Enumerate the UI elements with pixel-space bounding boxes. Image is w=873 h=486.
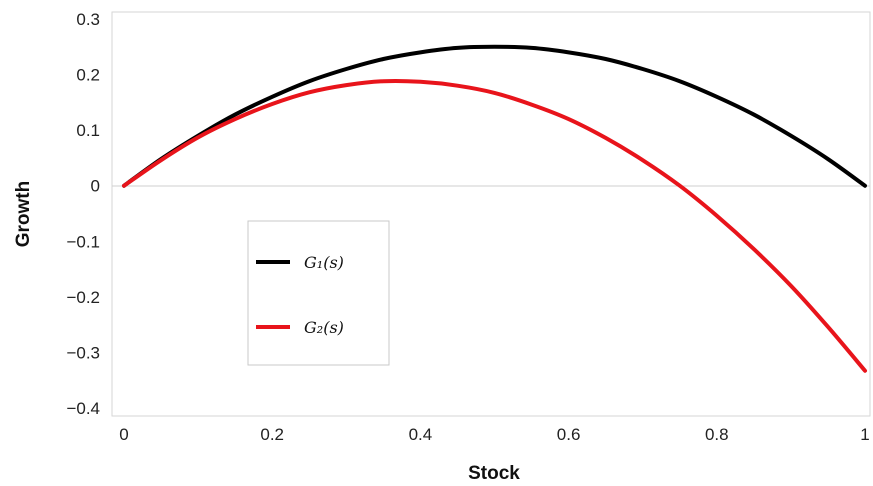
x-axis-ticks: 0 0.2 0.4 0.6 0.8 1 [119, 425, 869, 444]
x-tick-label: 0 [119, 425, 128, 444]
y-tick-label: −0.1 [66, 232, 100, 251]
y-tick-label: 0 [91, 177, 100, 196]
legend-label-g1: G₁(s) [304, 253, 344, 272]
x-tick-label: 1 [860, 425, 869, 444]
y-tick-label: 0.2 [76, 66, 100, 85]
y-axis-ticks: 0.3 0.2 0.1 0 −0.1 −0.2 −0.3 −0.4 [66, 10, 100, 418]
legend-label-g2: G₂(s) [304, 318, 344, 337]
series-line-g1 [122, 44, 867, 188]
y-tick-label: −0.2 [66, 288, 100, 307]
series-line-g2 [122, 78, 867, 373]
plot-frame [111, 11, 871, 417]
y-tick-label: −0.3 [66, 343, 100, 362]
y-tick-label: −0.4 [66, 399, 100, 418]
x-tick-label: 0.4 [409, 425, 433, 444]
x-axis-title: Stock [468, 463, 520, 484]
x-tick-label: 0.8 [705, 425, 729, 444]
x-tick-label: 0.6 [557, 425, 581, 444]
series-layer [122, 44, 867, 373]
x-tick-label: 0.2 [260, 425, 284, 444]
y-tick-label: 0.3 [76, 10, 100, 29]
legend: G₁(s) G₂(s) [247, 220, 390, 366]
y-tick-label: 0.1 [76, 121, 100, 140]
y-axis-title: Growth [13, 181, 34, 248]
legend-box [247, 220, 390, 366]
